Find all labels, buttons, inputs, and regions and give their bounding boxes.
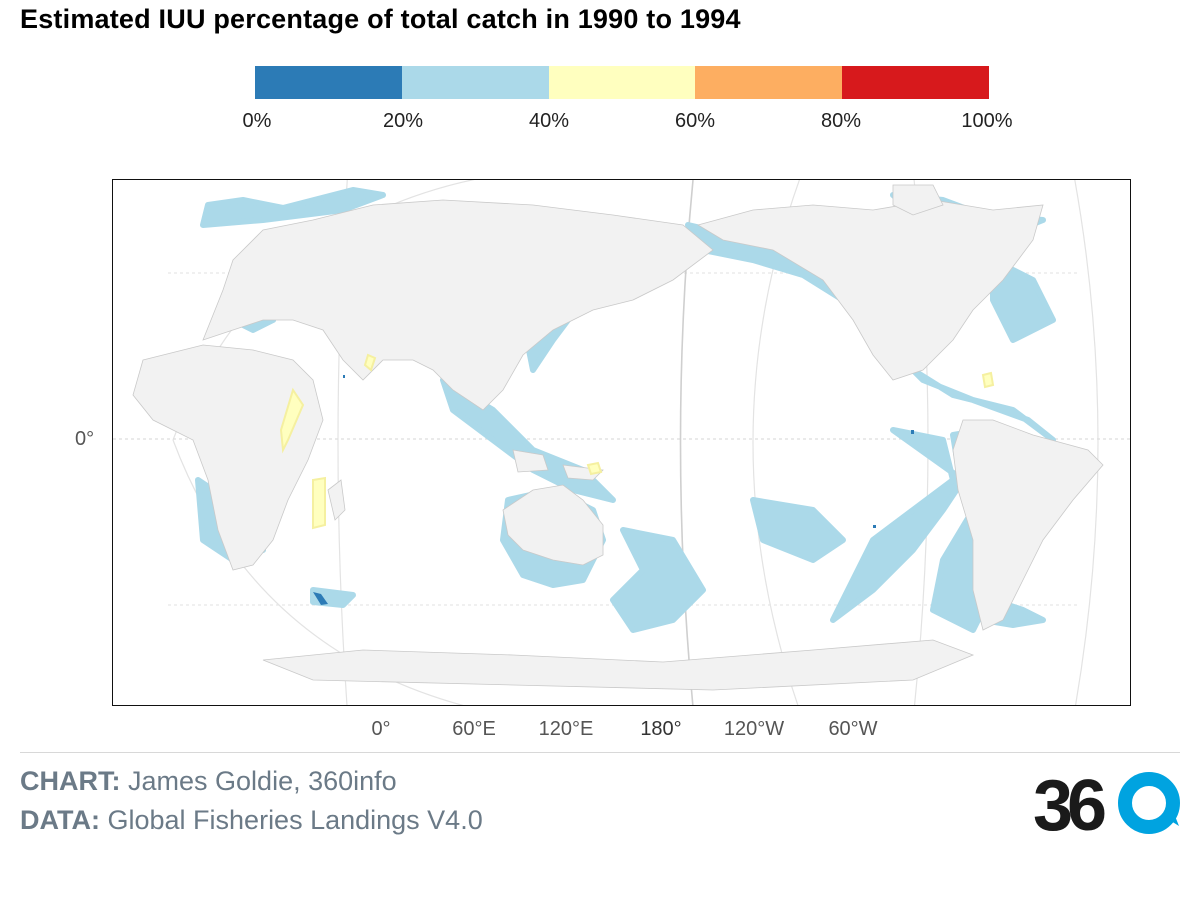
legend-swatch-0-20 (255, 66, 402, 99)
data-credit-value: Global Fisheries Landings V4.0 (107, 805, 483, 835)
x-tick-60w: 60°W (828, 718, 878, 740)
chart-credit-label: CHART: (20, 766, 121, 796)
legend-swatch-20-40 (401, 66, 549, 99)
data-credit: DATA: Global Fisheries Landings V4.0 (20, 805, 483, 836)
x-tick-120w: 120°W (723, 718, 785, 740)
world-map (112, 179, 1131, 706)
color-legend (255, 66, 989, 99)
legend-tick-80: 80% (820, 110, 862, 132)
svg-text:36: 36 (1033, 770, 1105, 836)
legend-swatch-60-80 (695, 66, 843, 99)
y-tick-equator: 0° (75, 428, 95, 450)
legend-tick-60: 60% (674, 110, 716, 132)
x-tick-0: 0° (371, 718, 391, 740)
footer-divider (20, 752, 1180, 753)
x-tick-180: 180° (640, 718, 682, 740)
map-svg (113, 180, 1130, 705)
legend-swatch-40-60 (548, 66, 696, 99)
ocean-iuu-40-60 (279, 353, 995, 530)
ocean-iuu-0-20 (313, 375, 914, 605)
data-credit-label: DATA: (20, 805, 100, 835)
chart-credit: CHART: James Goldie, 360info (20, 766, 397, 797)
legend-swatch-80-100 (842, 66, 989, 99)
x-tick-120e: 120°E (538, 718, 594, 740)
legend-tick-100: 100% (961, 110, 1013, 132)
legend-tick-0: 0% (242, 110, 272, 132)
legend-tick-20: 20% (382, 110, 424, 132)
x-tick-60e: 60°E (452, 718, 496, 740)
legend-tick-40: 40% (528, 110, 570, 132)
land (132, 184, 1104, 691)
chart-title: Estimated IUU percentage of total catch … (20, 4, 741, 34)
chart-credit-value: James Goldie, 360info (128, 766, 397, 796)
logo-360: 36 (1033, 770, 1180, 836)
